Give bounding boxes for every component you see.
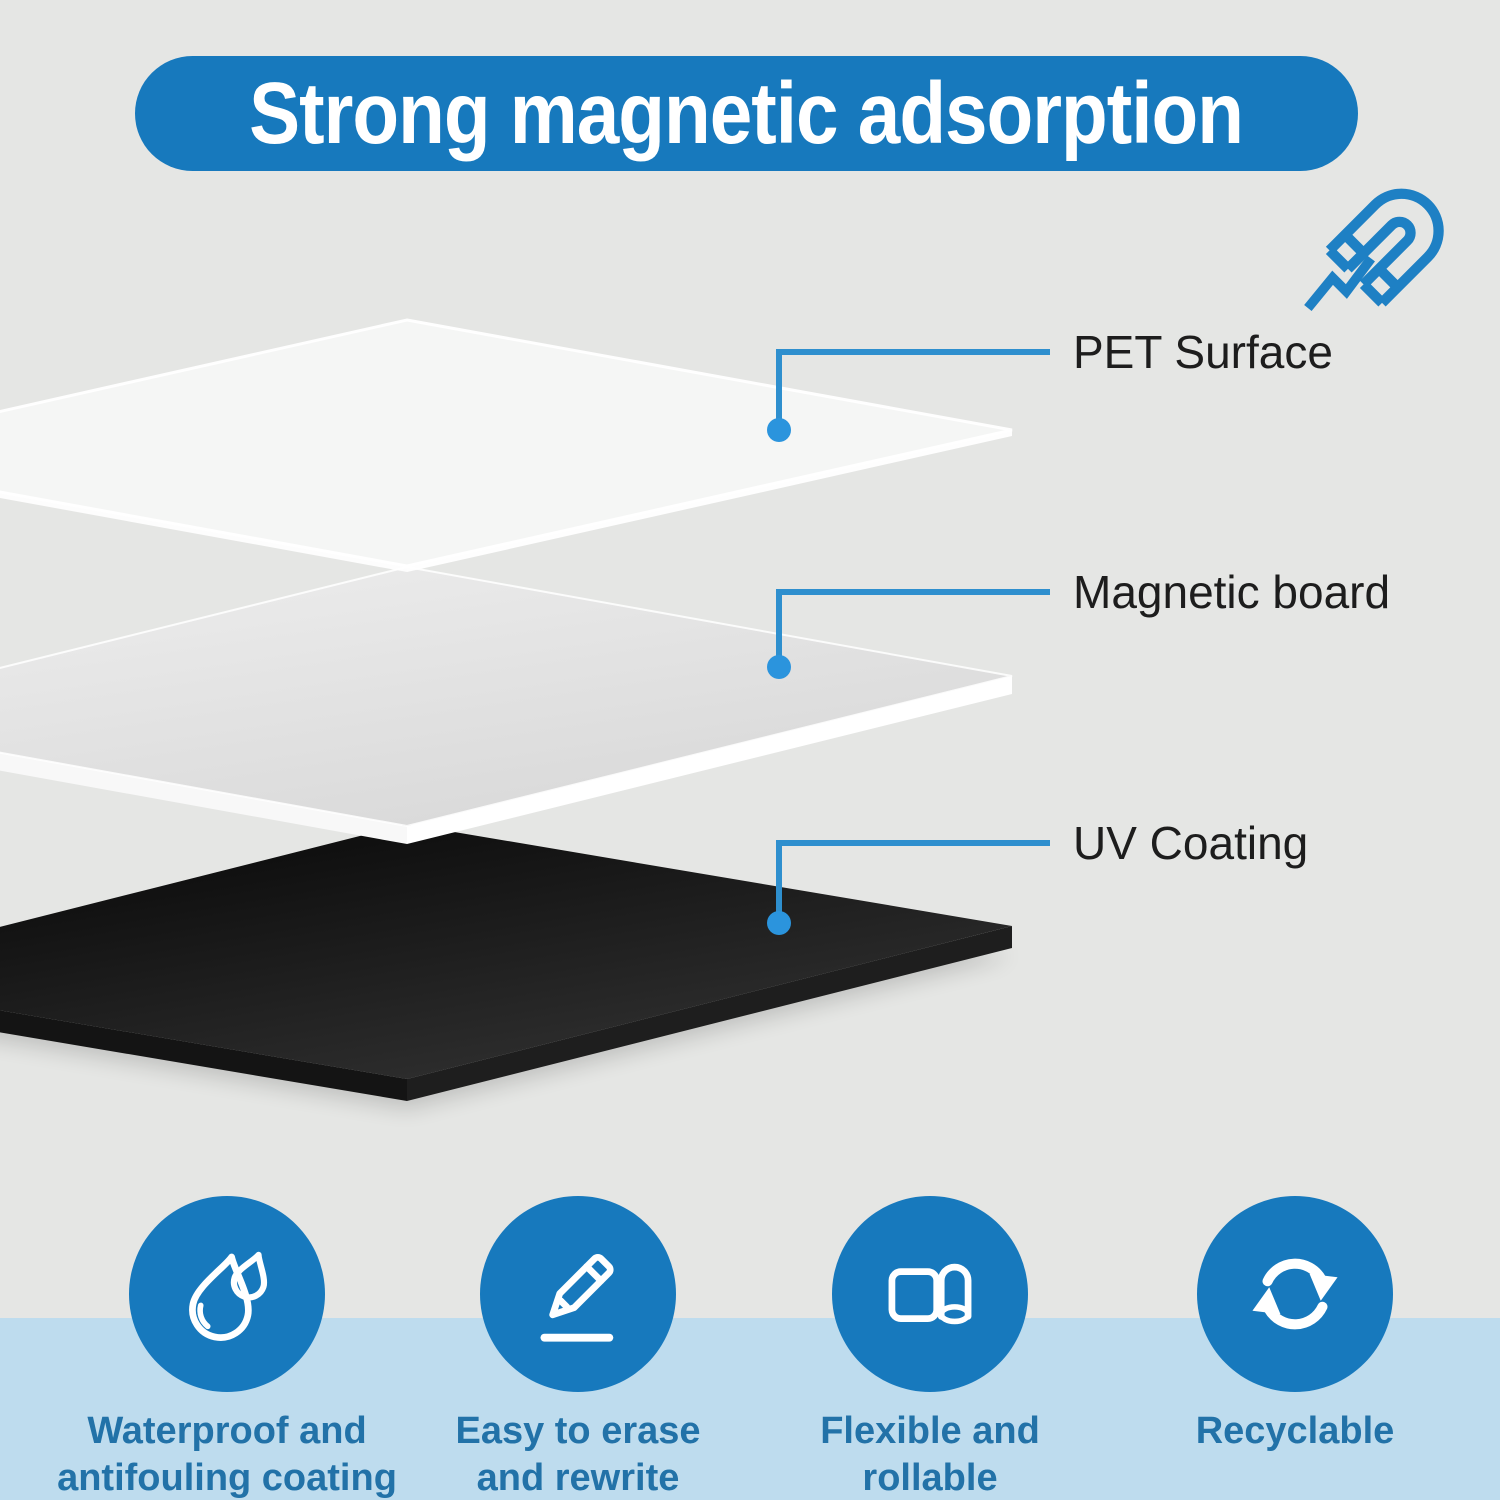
feature-circle: [480, 1196, 676, 1392]
feature-recyclable: Recyclable: [1105, 1196, 1485, 1455]
recycle-icon: [1252, 1258, 1338, 1330]
magnetic-board-layer: [0, 565, 1013, 844]
title-banner: Strong magnetic adsorption: [135, 56, 1358, 171]
page-title: Strong magnetic adsorption: [249, 63, 1245, 163]
callout-dots: [767, 418, 791, 935]
pencil-icon: [540, 1254, 614, 1342]
feature-circle: [129, 1196, 325, 1392]
magnetic-callout-line: [776, 589, 1050, 666]
feature-label: Flexible and rollable: [820, 1410, 1040, 1499]
feature-label: Recyclable: [1195, 1410, 1395, 1452]
roll-icon: [888, 1263, 972, 1325]
uv-coating-layer: [0, 824, 1012, 1101]
feature-flexible: Flexible and rollable: [740, 1196, 1120, 1500]
feature-label: Waterproof and antifouling coating: [57, 1410, 397, 1499]
magnetic-callout-dot: [767, 655, 791, 679]
pet-surface-label: PET Surface: [1073, 326, 1333, 378]
water-drops-icon: [189, 1251, 268, 1341]
uv-callout-line: [776, 840, 1050, 922]
feature-circle: [1197, 1196, 1393, 1392]
pet-surface-layer: [0, 318, 1013, 572]
pet-callout-dot: [767, 418, 791, 442]
uv-callout-dot: [767, 911, 791, 935]
lightning-bolt-icon: [1304, 255, 1375, 312]
pet-callout-line: [776, 349, 1050, 429]
callout-lines: [776, 349, 1050, 922]
feature-label: Easy to erase and rewrite: [455, 1410, 701, 1499]
magnetic-board-label: Magnetic board: [1073, 566, 1391, 618]
uv-coating-label: UV Coating: [1073, 817, 1309, 869]
feature-circle: [832, 1196, 1028, 1392]
feature-erasable: Easy to erase and rewrite: [388, 1196, 768, 1500]
feature-waterproof: Waterproof and antifouling coating: [37, 1196, 417, 1500]
magnet-icon: [1304, 188, 1444, 312]
